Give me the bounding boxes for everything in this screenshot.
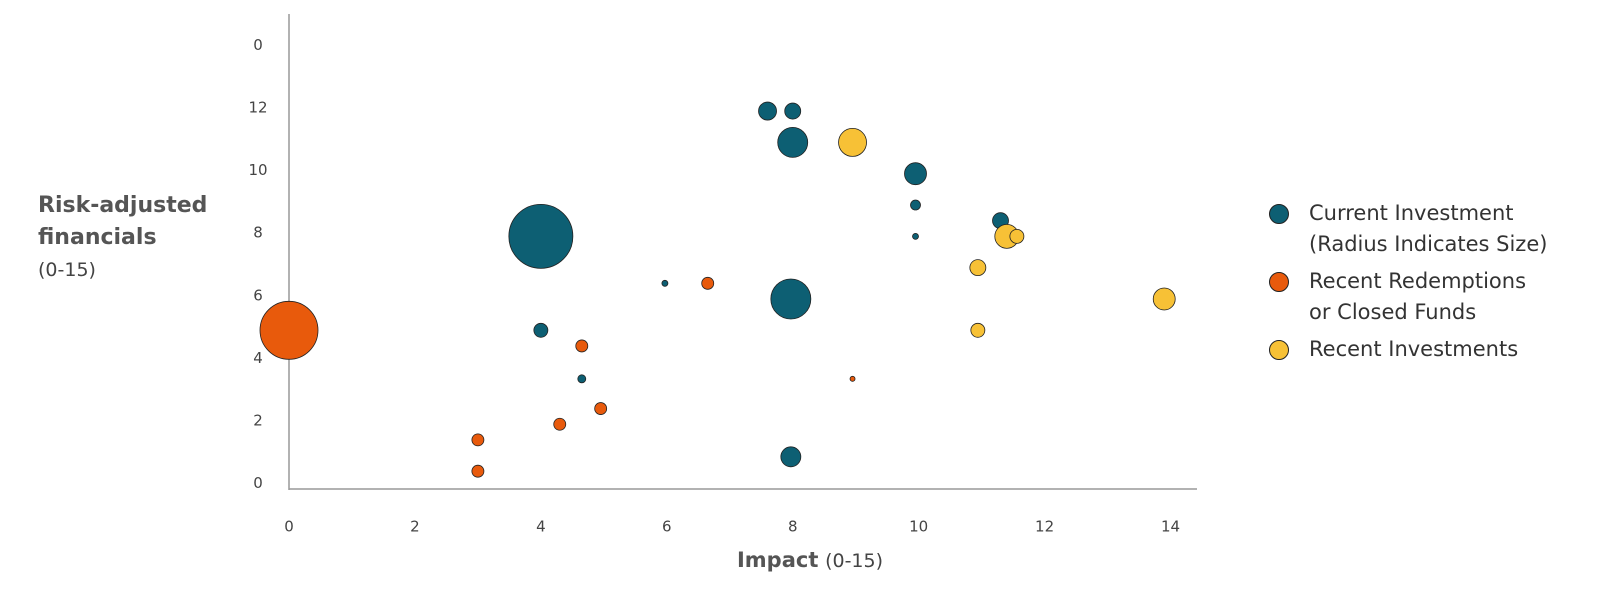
- y-tick-label: 0: [253, 36, 263, 54]
- bubble: [533, 322, 549, 338]
- legend-item: Current Investment (Radius Indicates Siz…: [1268, 198, 1588, 260]
- x-tick-label: 2: [410, 518, 420, 536]
- legend-label: Recent Investments: [1309, 337, 1519, 361]
- bubble: [770, 278, 812, 320]
- y-label-note: (0-15): [38, 259, 96, 281]
- bubble: [471, 433, 485, 447]
- x-tick-label: 4: [536, 518, 546, 536]
- x-tick-label: 14: [1161, 518, 1180, 536]
- y-label: Risk-adjusted financials: [38, 193, 208, 250]
- x-axis-label: Impact (0-15): [290, 548, 1330, 572]
- bubble: [661, 279, 669, 287]
- legend-item: Recent Investments: [1268, 334, 1588, 365]
- bubble: [577, 374, 587, 384]
- legend-swatch: [1269, 340, 1289, 360]
- x-tick-label: 6: [662, 518, 672, 536]
- bubble: [912, 232, 919, 240]
- bubble: [575, 339, 589, 353]
- x-label-note: (0-15): [825, 550, 884, 572]
- bubble: [969, 259, 987, 277]
- x-tick-label: 8: [788, 518, 798, 536]
- legend: Current Investment (Radius Indicates Siz…: [1268, 198, 1588, 371]
- x-tick-label: 12: [1035, 518, 1054, 536]
- bubble: [594, 402, 608, 415]
- bubble: [777, 126, 809, 158]
- bubble: [1152, 287, 1176, 311]
- legend-item: Recent Redemptions or Closed Funds: [1268, 266, 1588, 328]
- bubble: [471, 464, 485, 478]
- legend-label: Current Investment (Radius Indicates Siz…: [1309, 201, 1548, 256]
- bubble: [701, 276, 715, 290]
- bubble: [1009, 228, 1025, 244]
- x-tick-label: 10: [909, 518, 928, 536]
- y-tick-label: 2: [253, 412, 263, 430]
- bubble: [784, 102, 802, 120]
- x-tick-label: 0: [284, 518, 294, 536]
- legend-swatch: [1269, 272, 1289, 292]
- bubble: [849, 375, 856, 382]
- bubble: [259, 300, 319, 360]
- bubble: [758, 101, 777, 121]
- y-tick-label: 0: [253, 474, 263, 492]
- y-tick-label: 8: [253, 224, 263, 242]
- legend-label: Recent Redemptions or Closed Funds: [1309, 269, 1527, 324]
- y-tick-label: 4: [253, 349, 263, 367]
- y-tick-label: 10: [248, 161, 267, 179]
- y-tick-label: 12: [248, 98, 267, 116]
- bubble: [553, 417, 567, 431]
- bubble: [780, 446, 802, 468]
- x-label: Impact: [736, 548, 819, 572]
- bubble: [508, 203, 574, 269]
- bubble: [910, 199, 921, 211]
- y-tick-label: 6: [253, 286, 263, 304]
- bubble: [904, 162, 927, 186]
- bubble: [838, 127, 867, 157]
- bubble: [970, 322, 986, 338]
- legend-swatch: [1269, 204, 1289, 224]
- y-axis-label: Risk-adjusted financials (0-15): [38, 190, 238, 286]
